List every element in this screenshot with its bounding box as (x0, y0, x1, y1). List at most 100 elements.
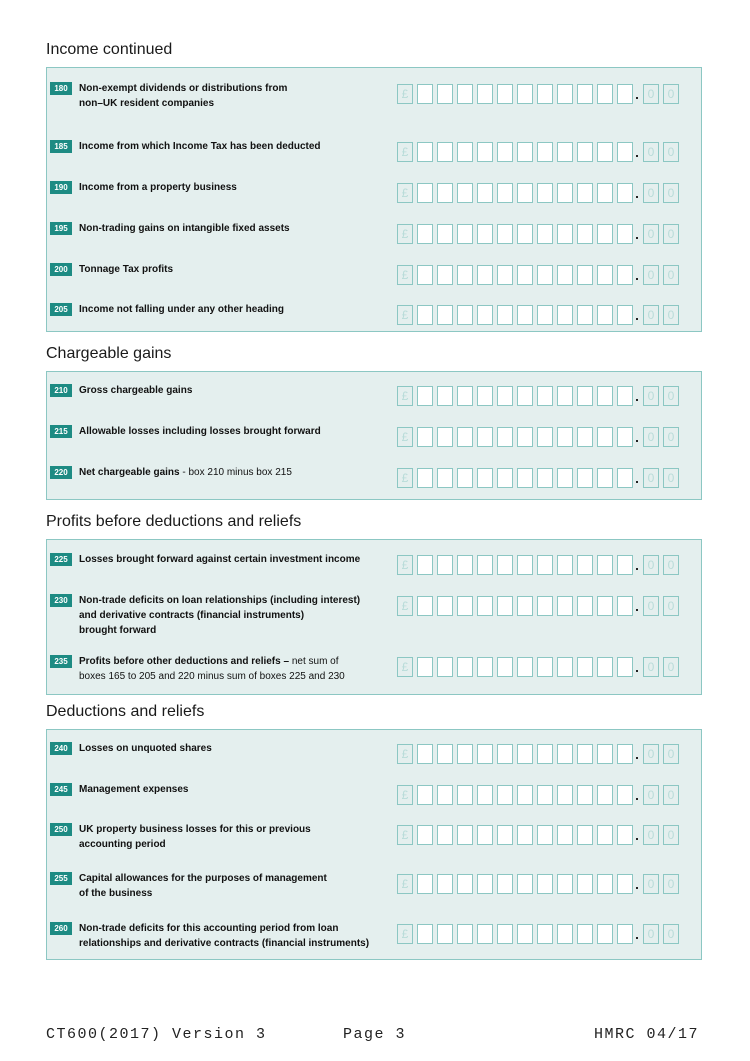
pound-digit-input[interactable] (417, 744, 433, 764)
pound-digit-input[interactable] (597, 427, 613, 447)
pound-digit-input[interactable] (497, 825, 513, 845)
pound-digit-input[interactable] (457, 305, 473, 325)
pound-digit-input[interactable] (417, 224, 433, 244)
pound-digit-input[interactable] (457, 427, 473, 447)
pound-digit-input[interactable] (557, 874, 573, 894)
pound-digit-input[interactable] (577, 785, 593, 805)
pound-digit-input[interactable] (597, 874, 613, 894)
pound-digit-input[interactable] (417, 84, 433, 104)
pound-digit-input[interactable] (457, 265, 473, 285)
pound-digit-input[interactable] (497, 785, 513, 805)
pound-digit-input[interactable] (437, 555, 453, 575)
pound-digit-input[interactable] (497, 657, 513, 677)
pound-digit-input[interactable] (517, 305, 533, 325)
pound-digit-input[interactable] (557, 265, 573, 285)
pound-digit-input[interactable] (437, 386, 453, 406)
pound-digit-input[interactable] (517, 785, 533, 805)
pound-digit-input[interactable] (617, 142, 633, 162)
pound-digit-input[interactable] (597, 265, 613, 285)
pound-digit-input[interactable] (517, 427, 533, 447)
pound-digit-input[interactable] (517, 924, 533, 944)
pound-digit-input[interactable] (577, 555, 593, 575)
pound-digit-input[interactable] (417, 924, 433, 944)
pound-digit-input[interactable] (477, 924, 493, 944)
pound-digit-input[interactable] (577, 183, 593, 203)
pound-digit-input[interactable] (457, 468, 473, 488)
pound-digit-input[interactable] (577, 142, 593, 162)
pound-digit-input[interactable] (417, 183, 433, 203)
pound-digit-input[interactable] (537, 183, 553, 203)
pound-digit-input[interactable] (537, 657, 553, 677)
pound-digit-input[interactable] (517, 386, 533, 406)
pound-digit-input[interactable] (477, 657, 493, 677)
pound-digit-input[interactable] (517, 874, 533, 894)
pound-digit-input[interactable] (597, 657, 613, 677)
pound-digit-input[interactable] (557, 825, 573, 845)
pound-digit-input[interactable] (437, 142, 453, 162)
pound-digit-input[interactable] (477, 555, 493, 575)
pound-digit-input[interactable] (457, 874, 473, 894)
pound-digit-input[interactable] (577, 825, 593, 845)
pound-digit-input[interactable] (597, 555, 613, 575)
pound-digit-input[interactable] (557, 142, 573, 162)
pound-digit-input[interactable] (477, 874, 493, 894)
pound-digit-input[interactable] (617, 785, 633, 805)
pound-digit-input[interactable] (557, 657, 573, 677)
pound-digit-input[interactable] (497, 427, 513, 447)
pound-digit-input[interactable] (437, 224, 453, 244)
pound-digit-input[interactable] (477, 785, 493, 805)
pound-digit-input[interactable] (597, 84, 613, 104)
pound-digit-input[interactable] (437, 84, 453, 104)
pound-digit-input[interactable] (477, 468, 493, 488)
pound-digit-input[interactable] (617, 305, 633, 325)
pound-digit-input[interactable] (557, 224, 573, 244)
pound-digit-input[interactable] (557, 924, 573, 944)
pound-digit-input[interactable] (477, 386, 493, 406)
pound-digit-input[interactable] (597, 825, 613, 845)
pound-digit-input[interactable] (417, 825, 433, 845)
pound-digit-input[interactable] (597, 785, 613, 805)
pound-digit-input[interactable] (557, 555, 573, 575)
pound-digit-input[interactable] (577, 874, 593, 894)
pound-digit-input[interactable] (497, 84, 513, 104)
pound-digit-input[interactable] (517, 657, 533, 677)
pound-digit-input[interactable] (517, 555, 533, 575)
pound-digit-input[interactable] (617, 825, 633, 845)
pound-digit-input[interactable] (497, 305, 513, 325)
pound-digit-input[interactable] (617, 386, 633, 406)
pound-digit-input[interactable] (437, 427, 453, 447)
pound-digit-input[interactable] (477, 224, 493, 244)
pound-digit-input[interactable] (457, 596, 473, 616)
pound-digit-input[interactable] (537, 427, 553, 447)
pound-digit-input[interactable] (617, 596, 633, 616)
pound-digit-input[interactable] (617, 657, 633, 677)
pound-digit-input[interactable] (477, 744, 493, 764)
pound-digit-input[interactable] (457, 744, 473, 764)
pound-digit-input[interactable] (417, 596, 433, 616)
pound-digit-input[interactable] (577, 657, 593, 677)
pound-digit-input[interactable] (497, 744, 513, 764)
pound-digit-input[interactable] (457, 785, 473, 805)
pound-digit-input[interactable] (497, 142, 513, 162)
pound-digit-input[interactable] (577, 84, 593, 104)
pound-digit-input[interactable] (417, 305, 433, 325)
pound-digit-input[interactable] (497, 386, 513, 406)
pound-digit-input[interactable] (497, 555, 513, 575)
pound-digit-input[interactable] (617, 84, 633, 104)
pound-digit-input[interactable] (477, 305, 493, 325)
pound-digit-input[interactable] (557, 183, 573, 203)
pound-digit-input[interactable] (577, 427, 593, 447)
pound-digit-input[interactable] (437, 657, 453, 677)
pound-digit-input[interactable] (457, 657, 473, 677)
pound-digit-input[interactable] (537, 265, 553, 285)
pound-digit-input[interactable] (597, 744, 613, 764)
pound-digit-input[interactable] (437, 596, 453, 616)
pound-digit-input[interactable] (477, 265, 493, 285)
pound-digit-input[interactable] (617, 874, 633, 894)
pound-digit-input[interactable] (597, 142, 613, 162)
pound-digit-input[interactable] (537, 924, 553, 944)
pound-digit-input[interactable] (617, 468, 633, 488)
pound-digit-input[interactable] (557, 596, 573, 616)
pound-digit-input[interactable] (537, 142, 553, 162)
pound-digit-input[interactable] (577, 386, 593, 406)
